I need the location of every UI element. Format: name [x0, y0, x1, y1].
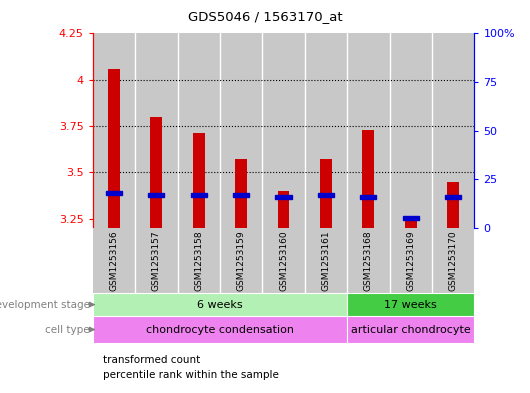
Bar: [220, 33, 262, 228]
Text: GSM1253160: GSM1253160: [279, 230, 288, 290]
Text: 17 weeks: 17 weeks: [384, 299, 437, 310]
Text: GDS5046 / 1563170_at: GDS5046 / 1563170_at: [188, 10, 342, 23]
Bar: [151, 117, 162, 228]
Text: GSM1253158: GSM1253158: [195, 230, 203, 290]
Text: GSM1253161: GSM1253161: [322, 230, 330, 290]
Bar: [178, 33, 220, 228]
Bar: [447, 182, 459, 228]
Bar: [93, 316, 347, 343]
Bar: [262, 33, 305, 228]
Bar: [305, 33, 347, 228]
Bar: [320, 160, 332, 228]
Bar: [347, 316, 474, 343]
Bar: [405, 220, 417, 228]
Text: GSM1253170: GSM1253170: [449, 230, 457, 290]
Bar: [347, 33, 390, 228]
Bar: [360, 195, 376, 199]
Bar: [193, 134, 205, 228]
Bar: [108, 69, 120, 228]
Bar: [106, 191, 122, 195]
Bar: [445, 195, 461, 199]
Bar: [318, 193, 334, 197]
Bar: [390, 33, 432, 228]
Text: GSM1253169: GSM1253169: [407, 230, 415, 290]
Text: transformed count: transformed count: [102, 354, 200, 365]
Bar: [363, 130, 374, 228]
Bar: [93, 33, 135, 228]
Text: GSM1253168: GSM1253168: [364, 230, 373, 290]
Bar: [235, 160, 247, 228]
Text: cell type: cell type: [46, 325, 90, 334]
Text: percentile rank within the sample: percentile rank within the sample: [102, 370, 278, 380]
Text: GSM1253157: GSM1253157: [152, 230, 161, 290]
Text: 6 weeks: 6 weeks: [197, 299, 243, 310]
Bar: [191, 193, 207, 197]
Bar: [347, 293, 474, 316]
Text: articular chondrocyte: articular chondrocyte: [351, 325, 471, 334]
Bar: [403, 216, 419, 220]
Bar: [135, 33, 178, 228]
Bar: [276, 195, 292, 199]
Text: GSM1253159: GSM1253159: [237, 230, 245, 290]
Bar: [148, 193, 164, 197]
Text: GSM1253156: GSM1253156: [110, 230, 118, 290]
Bar: [432, 33, 474, 228]
Bar: [278, 191, 289, 228]
Text: chondrocyte condensation: chondrocyte condensation: [146, 325, 294, 334]
Bar: [233, 193, 249, 197]
Text: development stage: development stage: [0, 299, 90, 310]
Bar: [93, 293, 347, 316]
